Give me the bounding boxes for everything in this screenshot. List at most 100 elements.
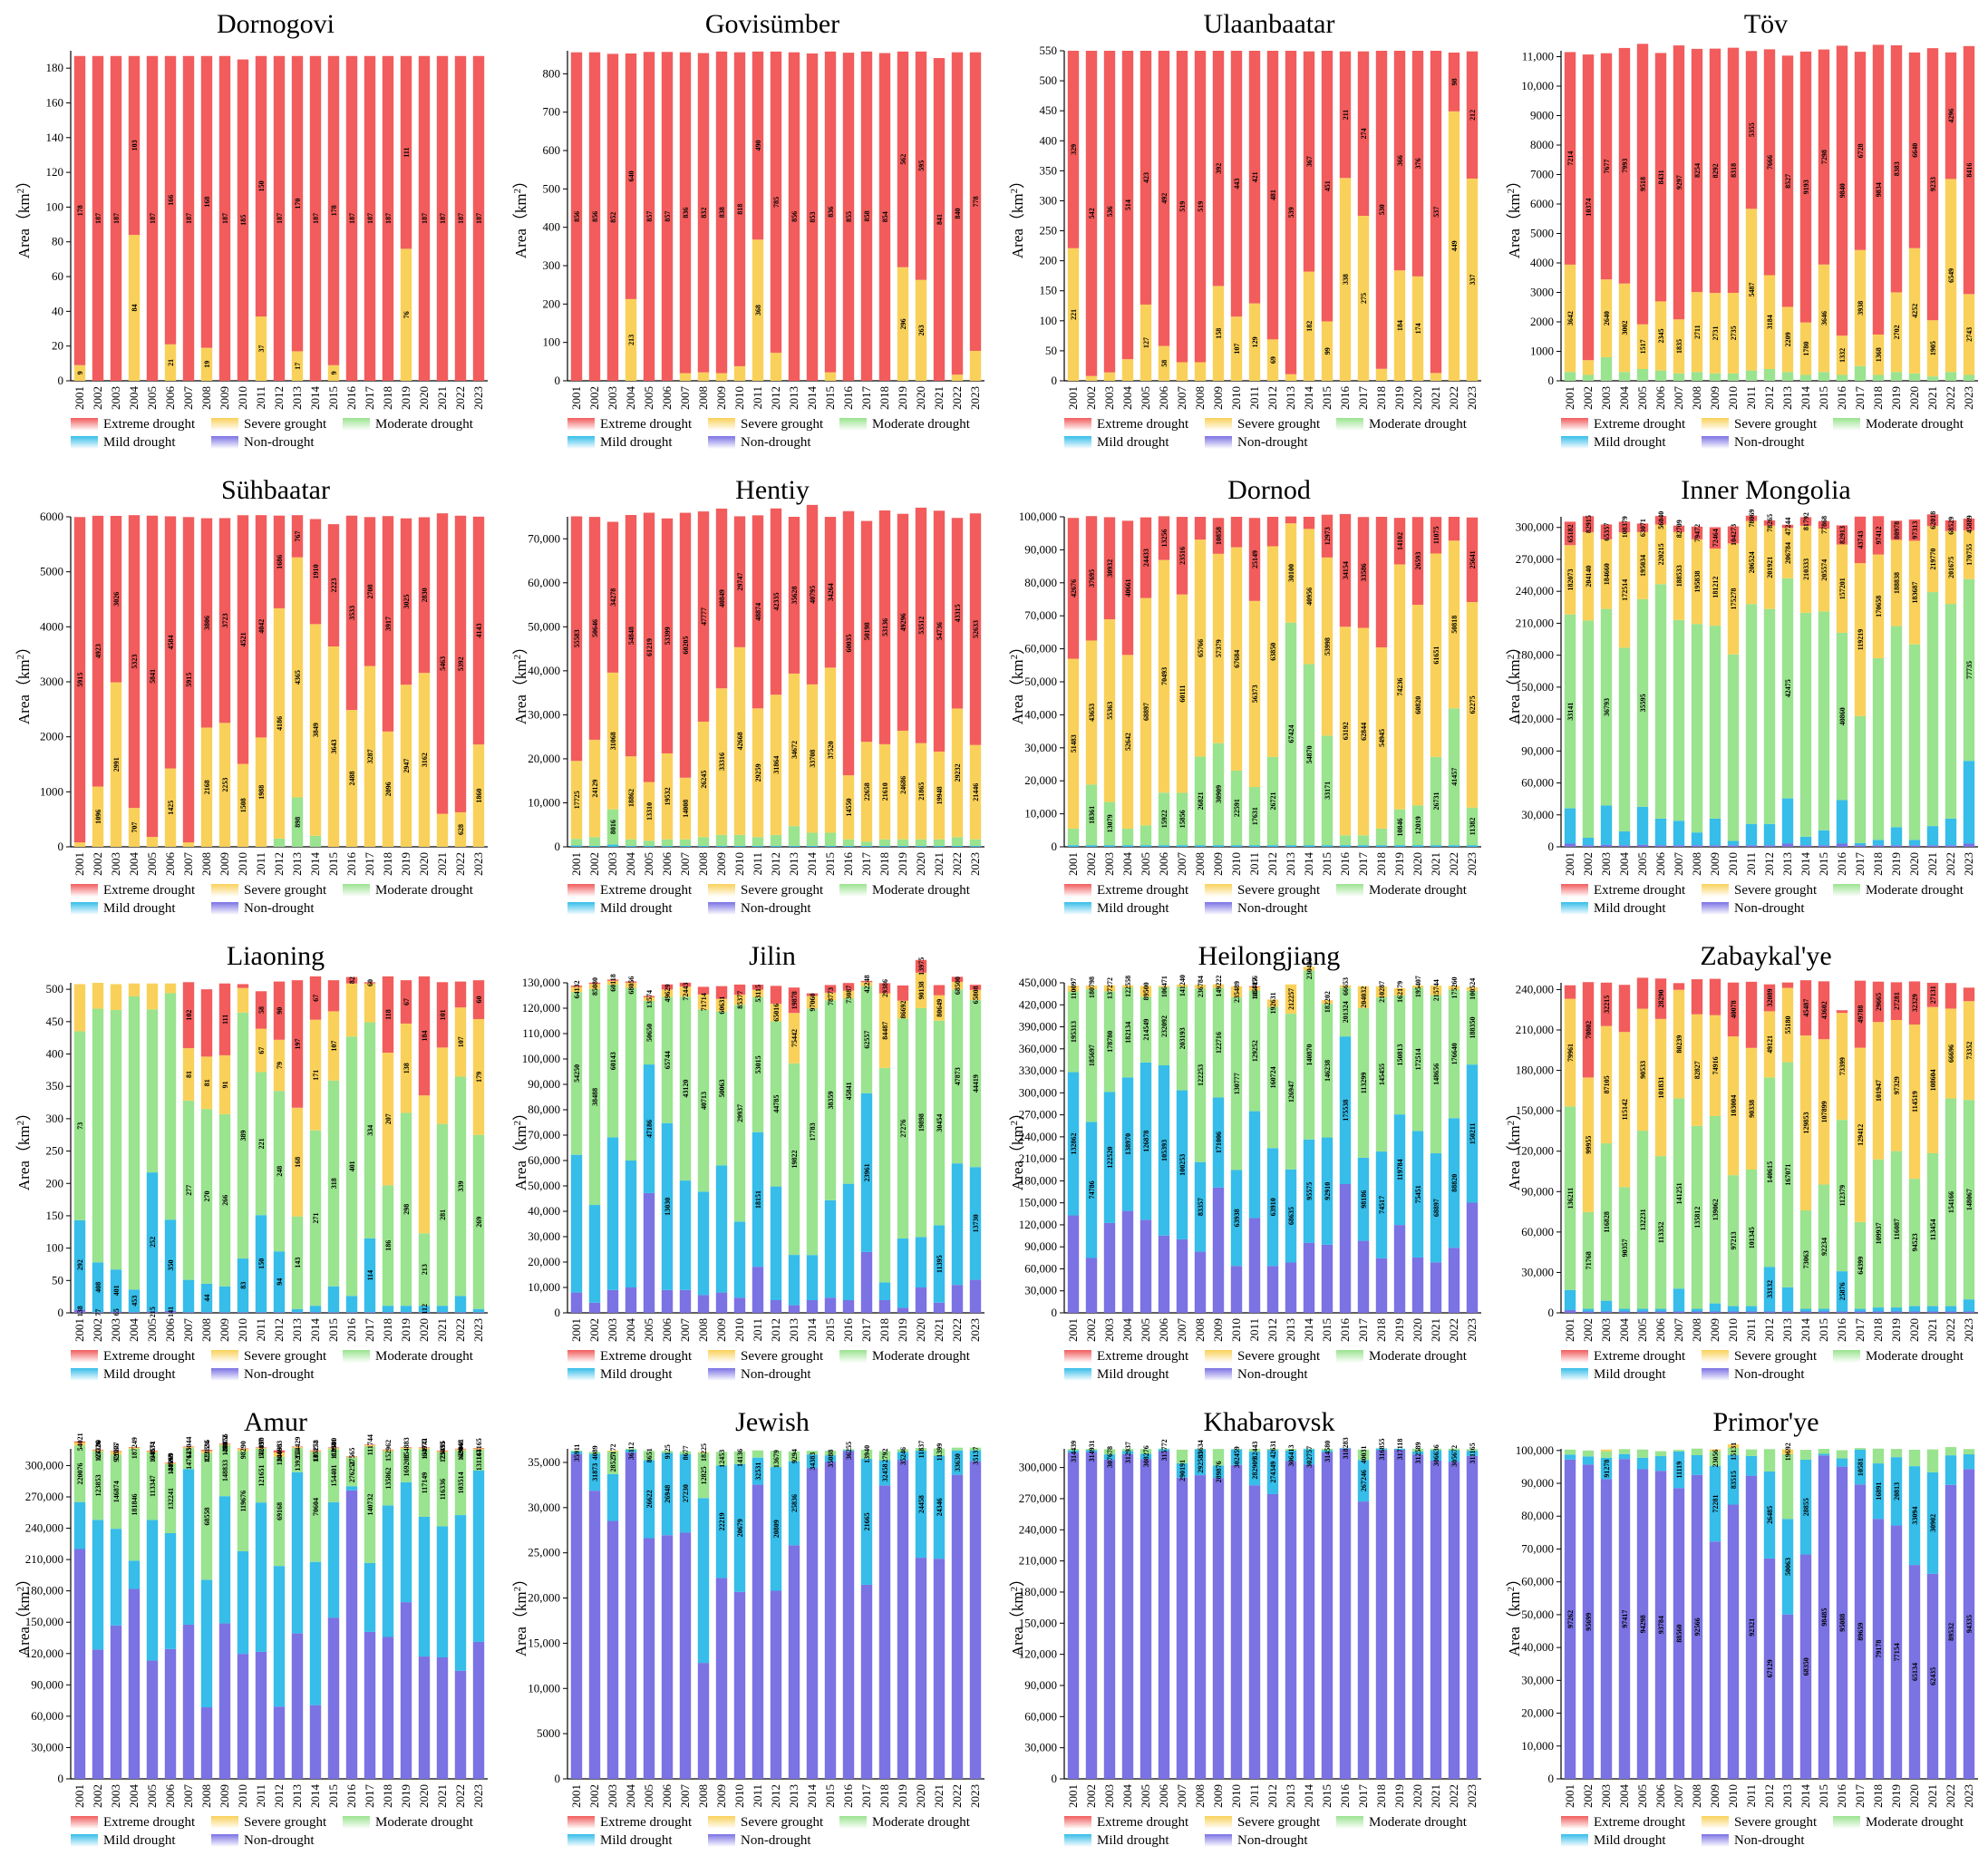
x-tick-label: 2007 xyxy=(1672,386,1685,411)
bar-segment-mild xyxy=(1321,1450,1333,1452)
bar-value-label: 275 xyxy=(1360,293,1368,304)
y-tick-label: 50,000 xyxy=(1521,1608,1554,1621)
legend-item-extreme: Extreme drought xyxy=(567,1813,692,1831)
bar-value-label: 129 xyxy=(1251,336,1259,347)
bar-segment-mild xyxy=(1654,1308,1667,1312)
bar-segment-non xyxy=(842,1300,855,1313)
bar-value-label: 71077 xyxy=(112,1442,121,1461)
y-tick-label: 210,000 xyxy=(1019,1554,1057,1568)
bar-value-label: 187 xyxy=(421,213,429,224)
bar-segment-non xyxy=(1836,1311,1848,1313)
bar-value-label: 186 xyxy=(384,1240,393,1251)
y-tick-label: 420,000 xyxy=(1019,997,1057,1011)
y-tick-label: 350 xyxy=(46,1079,64,1093)
bar-segment-severe xyxy=(770,1003,782,1022)
bar-segment-moderate xyxy=(933,1448,946,1456)
bar-segment-severe xyxy=(588,984,601,989)
bar-segment-mild xyxy=(418,1306,431,1313)
x-tick-label: 2017 xyxy=(363,852,376,877)
bar-segment-mild xyxy=(1158,1449,1170,1452)
bar-segment-mild xyxy=(1890,1457,1903,1526)
bar-segment-moderate xyxy=(1176,1449,1188,1463)
bar-segment-severe xyxy=(1763,275,1776,369)
bar-segment-mild xyxy=(1691,1308,1703,1312)
bar-value-label: 116336 xyxy=(439,1479,447,1501)
legend-swatch xyxy=(1702,902,1729,915)
legend-item-severe: Severe grought xyxy=(211,1347,326,1365)
bar-segment-moderate xyxy=(382,1451,394,1506)
x-tick-label: 2021 xyxy=(1429,386,1442,410)
x-tick-label: 2012 xyxy=(769,852,782,876)
bar-segment-severe xyxy=(788,1013,800,1064)
bar-segment-mild xyxy=(1818,1453,1830,1456)
bar-value-label: 5463 xyxy=(439,656,447,671)
bar-value-label: 76 xyxy=(402,311,411,318)
bar-value-label: 29665 xyxy=(1875,993,1883,1011)
bar-value-label: 19822 xyxy=(790,1150,799,1168)
bar-value-label: 56040 xyxy=(1657,511,1665,529)
bar-segment-moderate xyxy=(606,1452,619,1474)
bar-segment-severe xyxy=(1963,294,1975,375)
bar-segment-moderate xyxy=(1673,619,1685,821)
x-tick-label: 2022 xyxy=(453,1784,467,1808)
bar-segment-non xyxy=(1818,1311,1830,1313)
bar-segment-moderate xyxy=(1763,369,1776,381)
legend-swatch xyxy=(1833,1350,1860,1363)
bar-segment-severe xyxy=(1212,984,1225,988)
bar-segment-mild xyxy=(1600,1457,1613,1480)
bar-segment-non xyxy=(1085,1452,1098,1779)
x-tick-label: 2011 xyxy=(1247,852,1261,876)
bar-segment-non xyxy=(679,1289,692,1313)
bar-segment-non xyxy=(1618,845,1631,847)
y-tick-label: 400 xyxy=(1040,133,1058,147)
bar-segment-severe xyxy=(625,298,637,381)
bar-segment-non xyxy=(1067,1452,1080,1779)
bar-segment-severe xyxy=(1212,286,1225,381)
bar-segment-moderate xyxy=(1121,828,1134,846)
bar-segment-severe xyxy=(915,743,927,840)
bar-value-label: 10581 xyxy=(1857,1458,1865,1476)
x-tick-label: 2018 xyxy=(381,1784,394,1808)
bar-segment-mild xyxy=(1085,1450,1098,1452)
y-tick-label: 5000 xyxy=(40,565,63,578)
y-tick-label: 50,000 xyxy=(528,1179,560,1192)
bar-segment-mild xyxy=(752,1132,764,1268)
bar-segment-severe xyxy=(1745,1047,1758,1170)
bar-value-label: 137272 xyxy=(1106,977,1114,999)
bar-value-label: 33708 xyxy=(809,750,817,768)
bar-segment-moderate xyxy=(128,996,141,1290)
bar-value-label: 423 xyxy=(1142,172,1150,183)
bar-segment-extreme xyxy=(1944,52,1957,180)
bar-value-label: 17783 xyxy=(809,1122,817,1141)
bar-segment-non xyxy=(1466,1202,1479,1313)
legend-label: Extreme drought xyxy=(1097,416,1189,432)
y-tick-label: 100,000 xyxy=(1019,510,1057,523)
bar-segment-severe xyxy=(733,365,746,381)
bar-value-label: 175278 xyxy=(1730,588,1738,610)
y-tick-label: 210,000 xyxy=(25,1552,63,1566)
y-tick-label: 30,000 xyxy=(528,1501,560,1514)
legend-label: Non-drought xyxy=(1237,1366,1308,1382)
bar-segment-severe xyxy=(255,1028,267,1073)
bar-segment-non xyxy=(1727,1504,1740,1779)
bar-segment-mild xyxy=(1727,1454,1740,1505)
bar-segment-extreme xyxy=(1285,516,1297,524)
bar-segment-extreme xyxy=(182,982,195,1049)
bar-value-label: 519 xyxy=(1178,201,1187,212)
bar-segment-moderate xyxy=(1085,989,1098,1122)
bar-value-label: 85080 xyxy=(591,977,599,996)
bar-segment-non xyxy=(200,1312,213,1313)
bar-value-label: 8677 xyxy=(682,1445,690,1460)
y-tick-label: 30,000 xyxy=(1024,1741,1057,1754)
bar-segment-non xyxy=(1103,1459,1116,1779)
bar-value-label: 121651 xyxy=(257,1465,266,1487)
bar-segment-extreme xyxy=(1818,49,1830,265)
x-tick-label: 2021 xyxy=(1429,1784,1442,1808)
x-tick-label: 2005 xyxy=(145,1318,159,1342)
bar-segment-extreme xyxy=(1176,517,1188,595)
bar-segment-non xyxy=(643,1538,655,1779)
bar-segment-moderate xyxy=(1854,715,1867,843)
bar-segment-mild xyxy=(661,1452,674,1536)
bar-value-label: 48872 xyxy=(221,1434,229,1452)
y-tick-label: 110,000 xyxy=(522,1026,560,1040)
